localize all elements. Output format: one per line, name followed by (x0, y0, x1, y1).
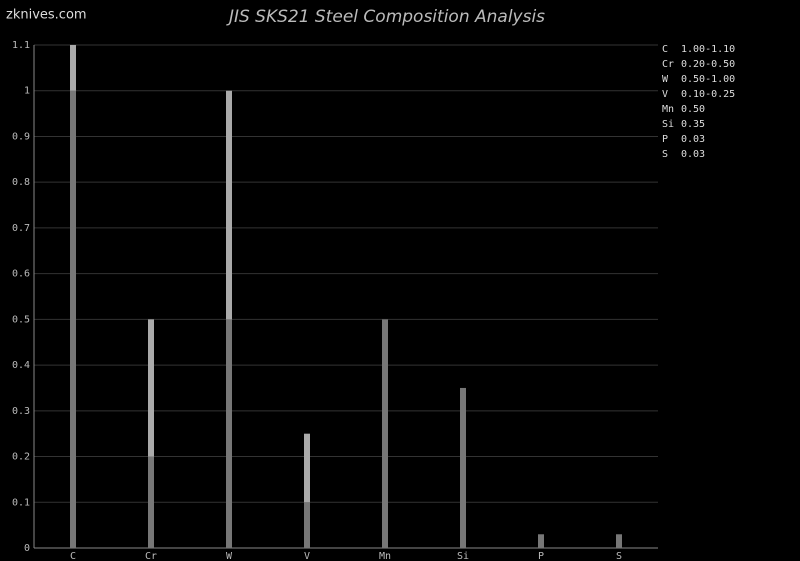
legend-range: 1.00-1.10 (681, 44, 735, 55)
legend-symbol: C (662, 44, 668, 55)
bar-min (70, 90, 76, 549)
y-tick-label: 1.1 (12, 40, 30, 51)
bar-range (304, 433, 310, 503)
y-tick-label: 0.5 (12, 314, 30, 325)
legend-symbol: W (662, 74, 669, 85)
bar-min (226, 319, 232, 548)
bar (538, 534, 544, 548)
x-tick-label: Si (457, 551, 469, 561)
y-tick-label: 0.3 (12, 406, 30, 417)
y-tick-label: 0.1 (12, 497, 30, 508)
legend-symbol: V (662, 89, 668, 100)
y-tick-label: 0.9 (12, 131, 30, 142)
x-tick-label: Mn (379, 551, 391, 561)
x-tick-label: S (616, 551, 622, 561)
x-tick-label: C (70, 551, 76, 561)
x-tick-label: P (538, 551, 544, 561)
x-tick-label: V (304, 551, 310, 561)
legend-symbol: Mn (662, 104, 674, 115)
bar-range (148, 319, 154, 457)
x-tick-label: Cr (145, 551, 157, 561)
y-tick-label: 1 (24, 86, 30, 97)
bar-range (226, 90, 232, 320)
bar-min (304, 502, 310, 548)
legend-range: 0.03 (681, 149, 705, 160)
legend-range: 0.35 (681, 119, 705, 130)
legend-range: 0.50-1.00 (681, 74, 735, 85)
legend-symbol: Cr (662, 59, 674, 70)
bar (382, 319, 388, 548)
bar-min (148, 456, 154, 548)
y-tick-label: 0.4 (12, 360, 30, 371)
legend-symbol: P (662, 134, 668, 145)
watermark: zknives.com (6, 8, 87, 23)
y-tick-label: 0.8 (12, 177, 30, 188)
legend-range: 0.20-0.50 (681, 59, 735, 70)
legend-range: 0.10-0.25 (681, 89, 735, 100)
y-tick-label: 0.6 (12, 269, 30, 280)
chart-title: JIS SKS21 Steel Composition Analysis (226, 7, 545, 27)
x-tick-label: W (226, 551, 233, 561)
bar (460, 387, 466, 548)
legend-symbol: S (662, 149, 668, 160)
legend-symbol: Si (662, 119, 674, 130)
y-tick-label: 0.2 (12, 452, 30, 463)
bar (616, 534, 622, 548)
y-tick-label: 0 (24, 543, 30, 554)
legend-range: 0.03 (681, 134, 705, 145)
bar-range (70, 45, 76, 91)
y-tick-label: 0.7 (12, 223, 30, 234)
legend-range: 0.50 (681, 104, 705, 115)
